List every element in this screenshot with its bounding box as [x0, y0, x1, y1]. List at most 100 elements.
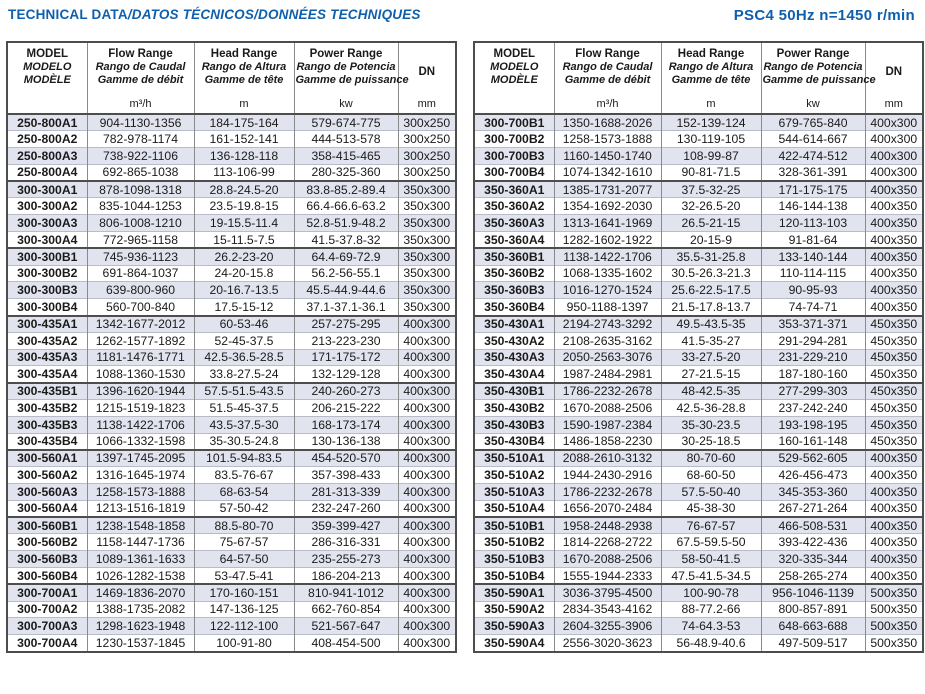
head-cell: 184-175-164	[193, 113, 294, 131]
table-row: 350-360A3 1313-1641-1969 26.5-21-15 120-113…	[474, 214, 923, 232]
head-cell: 100-91-80	[193, 634, 294, 652]
flow-cell: 1469-1836-2070	[86, 583, 194, 602]
head-label-en: Head Range	[677, 48, 745, 60]
model-cell: 350-360A4	[474, 231, 554, 249]
dn-cell: 400x300	[397, 432, 456, 450]
head-cell: 57.5-51.5-43.5	[193, 381, 294, 400]
model-cell: 350-430A2	[474, 331, 554, 350]
head-cell: 37.5-32-25	[660, 180, 761, 198]
model-cell: 350-360B2	[474, 264, 554, 282]
dn-cell: 400x300	[397, 533, 456, 551]
series-speed-label: PSC4 50Hz n=1450 r/min	[733, 7, 915, 24]
model-label-en: MODEL	[26, 48, 69, 60]
head-cell: 42.5-36-28.8	[660, 399, 761, 417]
model-label-fr: MODÈLE	[23, 74, 71, 87]
power-cell: 237-242-240	[760, 399, 865, 417]
head-cell: 45-38-30	[660, 499, 761, 518]
dn-cell: 400x300	[864, 147, 923, 165]
flow-cell: 745-936-1123	[86, 247, 194, 266]
dn-cell: 400x300	[864, 163, 923, 182]
flow-cell: 639-800-960	[86, 281, 194, 299]
table-row: 300-700B1 1350-1688-2026 152-139-124 679-76…	[474, 113, 923, 131]
dn-cell: 400x300	[397, 499, 456, 518]
power-cell: 800-857-891	[760, 600, 865, 618]
table-row: 300-435A3 1181-1476-1771 42.5-36.5-28.5 171…	[7, 348, 456, 366]
flow-cell: 1026-1282-1538	[86, 567, 194, 585]
flow-cell: 1313-1641-1969	[553, 214, 661, 232]
table-row: 350-430B2 1670-2088-2506 42.5-36-28.8 237-2…	[474, 399, 923, 417]
dn-cell: 300x250	[397, 163, 456, 182]
power-cell: 281-313-339	[293, 483, 398, 501]
head-cell: 52-45-37.5	[193, 331, 294, 350]
head-cell: 41.5-35-27	[660, 331, 761, 350]
model-cell: 250-800A4	[7, 163, 87, 182]
power-cell: 345-353-360	[760, 483, 865, 501]
table-row: 300-435A1 1342-1677-2012 60-53-46 257-275-2…	[7, 314, 456, 333]
dn-cell: 450x350	[864, 314, 923, 333]
power-unit: kw	[339, 98, 353, 110]
dn-cell: 400x300	[397, 399, 456, 417]
head-cell: 80-70-60	[660, 448, 761, 467]
flow-cell: 782-978-1174	[86, 130, 194, 148]
dn-cell: 400x300	[397, 348, 456, 366]
head-unit: m	[706, 98, 716, 110]
head-cell: 27-21.5-15	[660, 365, 761, 383]
model-cell: 350-510A1	[474, 448, 554, 467]
dn-cell: 400x300	[397, 567, 456, 585]
table-row: 300-435B2 1215-1519-1823 51.5-45-37.5 206-2…	[7, 399, 456, 417]
head-cell: 35-30-23.5	[660, 415, 761, 434]
flow-unit: m³/h	[596, 98, 619, 110]
power-label-en: Power Range	[776, 48, 850, 60]
model-cell: 350-590A1	[474, 583, 554, 602]
model-cell: 300-560A4	[7, 499, 87, 518]
flow-cell: 1215-1519-1823	[86, 399, 194, 417]
power-cell: 286-316-331	[293, 533, 398, 551]
dn-cell: 350x300	[397, 180, 456, 198]
model-cell: 300-435B3	[7, 415, 87, 434]
model-cell: 300-700A4	[7, 634, 87, 652]
head-cell: 58-50-41.5	[660, 550, 761, 568]
flow-cell: 1670-2088-2506	[553, 399, 661, 417]
table-row: 300-300B1 745-936-1123 26.2-23-20 64.4-69-7…	[7, 247, 456, 266]
table-row: 300-560B4 1026-1282-1538 53-47.5-41 186-204…	[7, 567, 456, 585]
table-row: 300-300A3 806-1008-1210 19-15.5-11.4 52.8-5…	[7, 214, 456, 232]
model-cell: 300-300A4	[7, 231, 87, 249]
head-unit: m	[239, 98, 249, 110]
table-row: 250-800A4 692-865-1038 113-106-99 280-325-3…	[7, 163, 456, 182]
table-row: 350-360A4 1282-1602-1922 20-15-9 91-81-64 40…	[474, 231, 923, 249]
flow-cell: 1068-1335-1602	[553, 264, 661, 282]
power-label-es: Rango de Potencia	[763, 61, 863, 74]
dn-cell: 400x350	[864, 516, 923, 534]
dn-cell: 400x350	[864, 550, 923, 568]
power-cell: 90-95-93	[760, 281, 865, 299]
flow-cell: 1786-2232-2678	[553, 483, 661, 501]
power-cell: 193-198-195	[760, 415, 865, 434]
table-row: 300-560B2 1158-1447-1736 75-67-57 286-316-3…	[7, 533, 456, 551]
power-cell: 74-74-71	[760, 298, 865, 316]
table-row: 350-510B1 1958-2448-2938 76-67-57 466-508-5…	[474, 516, 923, 534]
table-row: 250-800A2 782-978-1174 161-152-141 444-513-…	[7, 130, 456, 148]
flow-cell: 1814-2268-2722	[553, 533, 661, 551]
dn-cell: 400x300	[397, 634, 456, 652]
table-row: 350-360B2 1068-1335-1602 30.5-26.3-21.3 110…	[474, 264, 923, 282]
col-header-power: Power Range Rango de Potencia Gamme de p…	[293, 42, 409, 115]
table-row: 350-590A3 2604-3255-3906 74-64.3-53 648-663…	[474, 617, 923, 635]
head-cell: 75-67-57	[193, 533, 294, 551]
model-cell: 350-360A3	[474, 214, 554, 232]
power-cell: 232-247-260	[293, 499, 398, 518]
head-cell: 35.5-31-25.8	[660, 247, 761, 266]
table-row: 300-435B1 1396-1620-1944 57.5-51.5-43.5 240…	[7, 381, 456, 400]
model-cell: 350-360B4	[474, 298, 554, 316]
dn-cell: 500x350	[864, 583, 923, 602]
head-label-es: Rango de Altura	[201, 61, 287, 74]
power-cell: 64.4-69-72.9	[293, 247, 398, 266]
power-cell: 422-474-512	[760, 147, 865, 165]
flow-cell: 1354-1692-2030	[553, 197, 661, 215]
power-cell: 357-398-433	[293, 466, 398, 484]
flow-cell: 1342-1677-2012	[86, 314, 194, 333]
head-cell: 25.6-22.5-17.5	[660, 281, 761, 299]
power-cell: 277-299-303	[760, 381, 865, 400]
model-cell: 300-700B2	[474, 130, 554, 148]
dn-cell: 400x300	[397, 516, 456, 534]
model-cell: 350-510B2	[474, 533, 554, 551]
